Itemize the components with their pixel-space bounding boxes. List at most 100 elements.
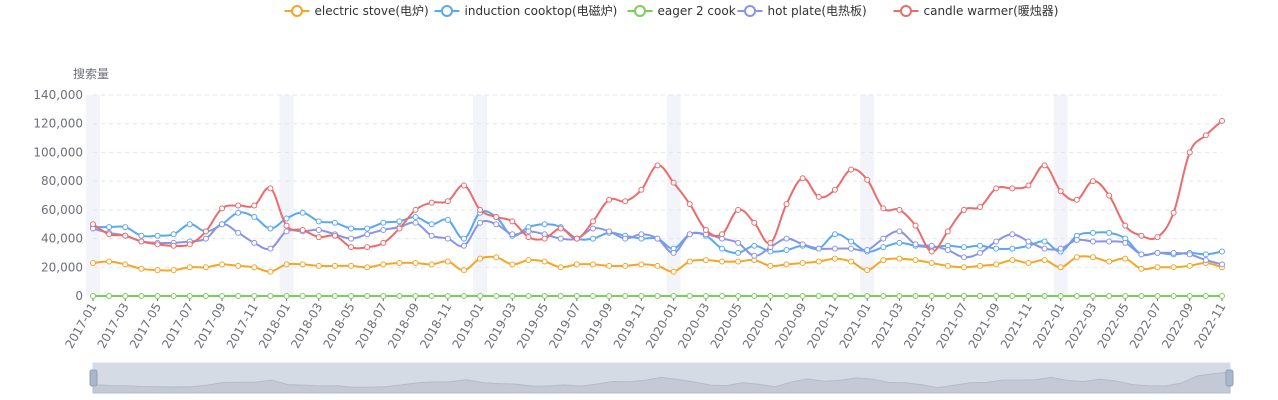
data-point[interactable] bbox=[1041, 238, 1048, 245]
data-point[interactable] bbox=[541, 221, 548, 228]
data-point[interactable] bbox=[1089, 178, 1096, 185]
data-point[interactable] bbox=[251, 239, 258, 246]
data-point[interactable] bbox=[864, 293, 871, 299]
data-point[interactable] bbox=[364, 225, 371, 232]
data-point[interactable] bbox=[880, 235, 887, 242]
data-point[interactable] bbox=[993, 238, 1000, 245]
data-point[interactable] bbox=[348, 293, 355, 299]
data-point[interactable] bbox=[719, 293, 726, 299]
data-point[interactable] bbox=[509, 261, 516, 268]
data-point[interactable] bbox=[154, 232, 161, 239]
data-point[interactable] bbox=[412, 219, 419, 226]
data-point[interactable] bbox=[428, 232, 435, 239]
data-point[interactable] bbox=[444, 293, 451, 299]
data-point[interactable] bbox=[412, 214, 419, 221]
data-point[interactable] bbox=[1219, 261, 1225, 268]
data-point[interactable] bbox=[799, 259, 806, 266]
data-point[interactable] bbox=[686, 293, 693, 299]
data-point[interactable] bbox=[493, 221, 500, 228]
data-point[interactable] bbox=[638, 261, 645, 268]
data-point[interactable] bbox=[219, 261, 226, 268]
data-point[interactable] bbox=[299, 226, 306, 233]
data-point[interactable] bbox=[1122, 239, 1129, 246]
data-point[interactable] bbox=[509, 231, 516, 238]
data-point[interactable] bbox=[396, 225, 403, 232]
data-point[interactable] bbox=[573, 235, 580, 242]
data-point[interactable] bbox=[315, 234, 322, 241]
data-point[interactable] bbox=[1073, 196, 1080, 203]
data-point[interactable] bbox=[557, 235, 564, 242]
data-point[interactable] bbox=[960, 293, 967, 299]
data-point[interactable] bbox=[170, 242, 177, 249]
data-point[interactable] bbox=[977, 242, 984, 249]
data-point[interactable] bbox=[751, 219, 758, 226]
data-point[interactable] bbox=[944, 293, 951, 299]
data-point[interactable] bbox=[1106, 293, 1113, 299]
data-point[interactable] bbox=[348, 244, 355, 251]
data-point[interactable] bbox=[960, 244, 967, 251]
data-point[interactable] bbox=[1089, 238, 1096, 245]
data-point[interactable] bbox=[767, 262, 774, 269]
data-point[interactable] bbox=[380, 293, 387, 299]
legend-item[interactable]: electric stove(电炉) bbox=[284, 4, 429, 18]
data-point[interactable] bbox=[719, 245, 726, 252]
data-point[interactable] bbox=[1138, 232, 1145, 239]
data-point[interactable] bbox=[944, 247, 951, 254]
data-point[interactable] bbox=[1122, 293, 1129, 299]
data-point[interactable] bbox=[460, 293, 467, 299]
data-point[interactable] bbox=[912, 293, 919, 299]
data-point[interactable] bbox=[251, 214, 258, 221]
data-point[interactable] bbox=[589, 218, 596, 225]
data-point[interactable] bbox=[1154, 264, 1161, 271]
data-point[interactable] bbox=[751, 293, 758, 299]
data-point[interactable] bbox=[235, 209, 242, 216]
data-point[interactable] bbox=[815, 293, 822, 299]
data-point[interactable] bbox=[654, 293, 661, 299]
data-point[interactable] bbox=[557, 264, 564, 271]
data-point[interactable] bbox=[477, 206, 484, 213]
data-point[interactable] bbox=[396, 293, 403, 299]
data-point[interactable] bbox=[977, 293, 984, 299]
data-point[interactable] bbox=[122, 224, 129, 231]
data-point[interactable] bbox=[412, 293, 419, 299]
data-point[interactable] bbox=[1057, 293, 1064, 299]
data-point[interactable] bbox=[186, 264, 193, 271]
data-point[interactable] bbox=[251, 202, 258, 209]
data-point[interactable] bbox=[944, 228, 951, 235]
data-point[interactable] bbox=[138, 238, 145, 245]
data-point[interactable] bbox=[1138, 293, 1145, 299]
data-point[interactable] bbox=[1170, 249, 1177, 256]
data-point[interactable] bbox=[509, 218, 516, 225]
data-point[interactable] bbox=[122, 232, 129, 239]
data-point[interactable] bbox=[751, 252, 758, 259]
data-point[interactable] bbox=[509, 293, 516, 299]
data-point[interactable] bbox=[848, 258, 855, 265]
data-point[interactable] bbox=[654, 262, 661, 269]
data-point[interactable] bbox=[815, 258, 822, 265]
data-point[interactable] bbox=[735, 239, 742, 246]
data-point[interactable] bbox=[1009, 231, 1016, 238]
data-point[interactable] bbox=[960, 206, 967, 213]
data-point[interactable] bbox=[1138, 265, 1145, 272]
data-point[interactable] bbox=[928, 259, 935, 266]
data-point[interactable] bbox=[154, 267, 161, 274]
data-point[interactable] bbox=[154, 241, 161, 248]
data-point[interactable] bbox=[815, 245, 822, 252]
data-point[interactable] bbox=[541, 258, 548, 265]
data-point[interactable] bbox=[831, 186, 838, 193]
data-point[interactable] bbox=[702, 293, 709, 299]
data-point[interactable] bbox=[1041, 293, 1048, 299]
data-point[interactable] bbox=[1089, 229, 1096, 236]
data-point[interactable] bbox=[251, 293, 258, 299]
data-point[interactable] bbox=[848, 238, 855, 245]
data-point[interactable] bbox=[1154, 234, 1161, 241]
data-point[interactable] bbox=[460, 242, 467, 249]
data-point[interactable] bbox=[170, 267, 177, 274]
data-point[interactable] bbox=[1041, 257, 1048, 264]
data-point[interactable] bbox=[977, 203, 984, 210]
data-point[interactable] bbox=[90, 259, 96, 266]
data-point[interactable] bbox=[1170, 293, 1177, 299]
data-point[interactable] bbox=[412, 206, 419, 213]
data-point[interactable] bbox=[638, 186, 645, 193]
data-point[interactable] bbox=[1106, 258, 1113, 265]
